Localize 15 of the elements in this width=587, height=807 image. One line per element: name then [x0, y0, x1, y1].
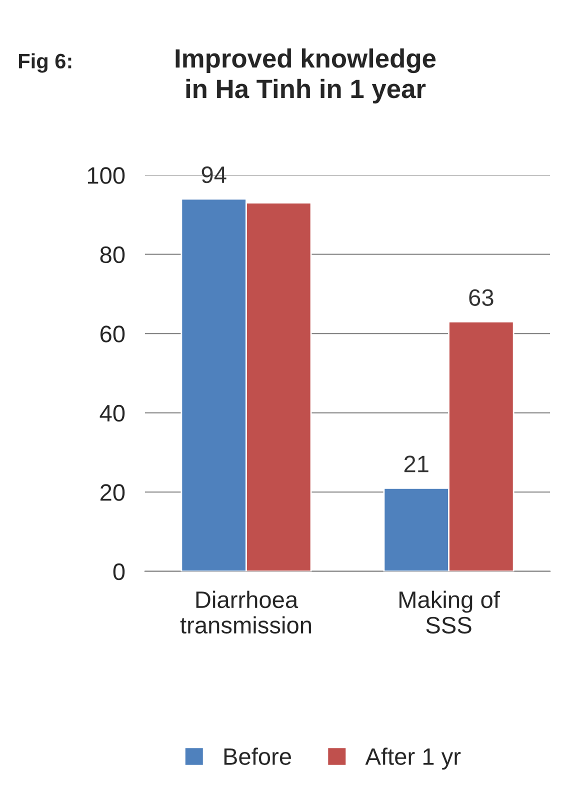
- data-label: 63: [469, 289, 494, 306]
- x-tick-label: Diarrhoea transmission: [180, 590, 311, 634]
- y-tick-label: 80: [100, 246, 125, 264]
- legend-label: After 1 yr: [365, 748, 461, 770]
- y-tick-label: 60: [100, 326, 125, 342]
- chart-title: Improved knowledge in Ha Tinh in 1 year: [176, 48, 436, 104]
- y-tick-label: 40: [100, 404, 125, 422]
- y-tick-label: 20: [100, 484, 125, 501]
- x-tick-label: Making of SSS: [400, 590, 500, 634]
- data-label: 94: [202, 166, 226, 184]
- data-label: 21: [404, 456, 428, 472]
- caption: Fig 6:: [19, 53, 72, 73]
- y-tick-label: 100: [88, 167, 125, 184]
- legend-label: Before: [224, 748, 291, 765]
- y-tick-label: 0: [113, 563, 125, 580]
